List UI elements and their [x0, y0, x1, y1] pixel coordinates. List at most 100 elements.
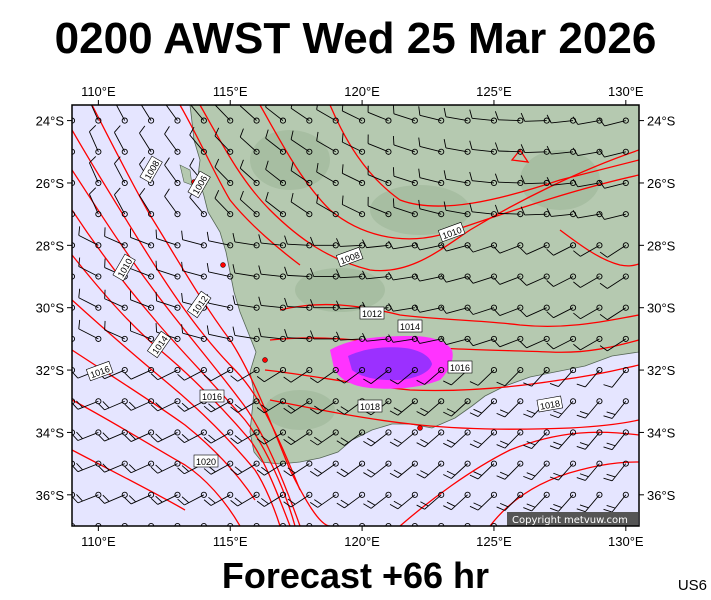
station-circle: [227, 179, 234, 187]
station-circle: [622, 398, 629, 405]
barb-feather: [363, 440, 372, 447]
barb-staff: [577, 182, 600, 188]
barb-staff: [234, 303, 257, 309]
station-circle: [438, 304, 445, 311]
station-circle: [438, 429, 445, 436]
lat-label-right: 34°S: [647, 425, 676, 440]
station-circle: [174, 491, 181, 498]
barb-feather: [78, 288, 81, 298]
station-circle: [596, 429, 603, 436]
barb-staff: [580, 307, 600, 320]
station-circle: [148, 491, 155, 498]
station-circle: [121, 304, 128, 311]
station-circle: [279, 429, 287, 436]
station-circle: [622, 335, 629, 342]
barb-staff: [607, 276, 627, 289]
station-circle: [596, 460, 603, 467]
barb-feather: [203, 499, 212, 506]
barb-staff: [287, 274, 310, 277]
barb-feather: [256, 438, 265, 445]
barb-staff: [611, 432, 627, 450]
station-circle: [596, 211, 603, 218]
isobar-label: 1016: [199, 389, 225, 403]
station-circle: [622, 367, 629, 374]
barb-feather: [314, 405, 323, 412]
barb-feather: [520, 144, 526, 153]
barb-staff: [182, 270, 204, 277]
barb-staff: [524, 182, 547, 185]
barb-feather: [388, 240, 394, 250]
station-circle: [385, 522, 392, 526]
barb-feather: [390, 536, 398, 540]
station-circle: [385, 491, 392, 498]
barb-feather: [72, 433, 79, 441]
barb-feather: [155, 323, 158, 333]
barb-staff: [78, 328, 99, 340]
barb-staff: [397, 369, 416, 385]
barb-staff: [208, 271, 231, 277]
barb-feather: [177, 405, 185, 412]
barb-feather: [314, 468, 323, 474]
barb-staff: [72, 275, 73, 277]
barb-feather: [206, 325, 210, 335]
barb-feather: [440, 337, 447, 345]
station-circle: [596, 398, 603, 405]
barb-feather: [284, 533, 291, 538]
station-circle: [253, 211, 260, 218]
barb-staff: [419, 307, 442, 313]
station-circle: [570, 429, 577, 436]
barb-staff: [551, 120, 574, 124]
station-circle: [253, 179, 260, 187]
barb-staff: [239, 167, 257, 184]
station-circle: [227, 211, 234, 218]
station-circle: [517, 429, 524, 436]
barb-staff: [344, 494, 363, 509]
barb-staff: [164, 133, 178, 153]
barb-feather: [603, 446, 613, 451]
barb-feather: [164, 126, 170, 135]
barb-feather: [572, 147, 579, 156]
barb-feather: [310, 299, 315, 308]
barb-staff: [189, 134, 205, 153]
barb-feather: [523, 413, 532, 418]
barb-staff: [261, 336, 284, 340]
barb-feather: [579, 473, 589, 478]
lon-label-bottom: 125°E: [476, 534, 512, 549]
barb-staff: [130, 494, 152, 505]
barb-staff: [445, 116, 468, 122]
station-circle: [227, 429, 234, 436]
barb-staff: [130, 237, 152, 246]
station-circle: [227, 367, 234, 374]
station-circle: [543, 242, 550, 249]
station-circle: [438, 335, 445, 342]
barb-feather: [257, 532, 264, 537]
barb-staff: [77, 400, 99, 410]
lon-label-bottom: 110°E: [81, 534, 116, 549]
barb-feather: [203, 405, 212, 413]
barb-feather: [499, 471, 509, 477]
barb-feather: [287, 436, 296, 443]
barb-feather: [284, 266, 288, 276]
station-circle: [279, 522, 287, 526]
barb-feather: [72, 495, 79, 504]
station-circle: [174, 304, 181, 311]
barb-staff: [451, 494, 468, 511]
barb-staff: [526, 276, 547, 286]
barb-feather: [580, 536, 589, 539]
barb-staff: [445, 209, 468, 215]
barb-feather: [239, 128, 244, 138]
barb-staff: [316, 140, 336, 153]
barb-feather: [189, 126, 195, 136]
barb-feather: [340, 468, 349, 475]
barb-staff: [572, 525, 574, 526]
barb-feather: [579, 504, 589, 509]
station-circle: [464, 335, 471, 342]
barb-feather: [340, 437, 349, 443]
barb-feather: [414, 273, 421, 282]
station-circle: [121, 522, 128, 526]
region-code: US6: [677, 577, 707, 594]
barb-feather: [341, 164, 344, 174]
station-circle: [438, 398, 445, 405]
barb-staff: [451, 463, 468, 479]
barb-feather: [284, 235, 288, 245]
